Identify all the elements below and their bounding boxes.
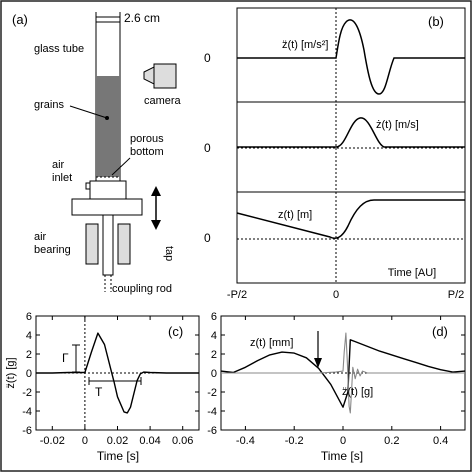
- panel-c-ytick-label: -4: [22, 406, 32, 418]
- panel-d-ytick-label: 6: [211, 311, 217, 323]
- panel-c-xlabel: Time [s]: [97, 449, 139, 463]
- panel-d-xtick-label: -0.2: [285, 435, 304, 447]
- panel-c-ytick-label: 0: [26, 368, 32, 380]
- label-air-bearing-2: bearing: [34, 244, 71, 256]
- label-coupling-rod: coupling rod: [112, 283, 172, 295]
- panel-c-xtick-label: 0.02: [107, 435, 128, 447]
- panel-b-accel-label: z̈(t) [m/s²]: [282, 39, 328, 51]
- panel-c: (c) z̈(t) [g] Time [s] -6 -4 -2 0 2 4 6 -0.02 0 0…: [5, 311, 200, 463]
- panel-a-tag: (a): [12, 12, 28, 27]
- panel-a: (a) 2.6 cm glass tube grains porous bott…: [12, 11, 182, 295]
- panel-d-ytick-label: 0: [211, 368, 217, 380]
- panel-c-ylabel: z̈(t) [g]: [5, 357, 17, 388]
- label-glass-tube: glass tube: [34, 43, 84, 55]
- panel-d-series-line-1: [221, 332, 465, 414]
- panel-c-tag: (c): [168, 324, 183, 339]
- panel-d-xtick-label: 0: [340, 435, 346, 447]
- panel-b-frame: [236, 7, 466, 284]
- panel-b-x-tick-zero: 0: [333, 289, 339, 301]
- panel-c-xtick-label: 0.06: [172, 435, 193, 447]
- panel-c-axes: -6 -4 -2 0 2 4 6 -0.02 0 0.02 0.04 0.06: [22, 311, 199, 447]
- bearing-left: [85, 223, 99, 265]
- label-bottom: bottom: [130, 146, 164, 158]
- label-porous: porous: [130, 133, 164, 145]
- shaker-plate: [71, 198, 143, 216]
- panel-c-series-line-0: [36, 332, 199, 414]
- panel-b-zero-label-3: 0: [204, 231, 211, 245]
- panel-c-ytick-label: 6: [26, 311, 32, 323]
- label-inlet: inlet: [52, 172, 72, 184]
- panel-d-ytick-label: -2: [207, 387, 217, 399]
- panel-b-zero-label-2: 0: [204, 141, 211, 155]
- panel-d-series-line-0: [220, 339, 466, 408]
- label-air: air: [52, 159, 65, 171]
- bearing-right: [117, 223, 131, 265]
- panel-d-arrow-icon: [314, 331, 322, 368]
- tap-arrow-icon: [151, 186, 161, 230]
- panel-b-accel-curve: [237, 19, 465, 95]
- panel-d-tag: (d): [432, 324, 448, 339]
- panel-c-series: [36, 332, 199, 414]
- label-grains: grains: [34, 99, 64, 111]
- panel-d-xtick-label: -0.4: [236, 435, 255, 447]
- grains-fill: [96, 76, 120, 177]
- panel-b-vel-curve: [237, 117, 465, 148]
- panel-d-ytick-label: -6: [207, 425, 217, 437]
- panel-d: (d) Time [s] -6 -4 -2 0 2 4 6 -0.4 -0.2 0 0.2 0.4 z…: [207, 311, 466, 463]
- panel-d-z-label: z(t) [mm]: [250, 337, 293, 349]
- panel-b-vel-label: ż(t) [m/s]: [376, 119, 419, 131]
- porous-pointer: [111, 157, 131, 176]
- panel-b-zero-label-1: 0: [204, 51, 211, 65]
- panel-d-axes: -6 -4 -2 0 2 4 6 -0.4 -0.2 0 0.2 0.4: [207, 311, 465, 447]
- panel-d-xlabel: Time [s]: [321, 449, 363, 463]
- camera-icon: [143, 63, 177, 89]
- panel-b-pos-curve: [236, 199, 465, 239]
- label-air-bearing-1: air: [34, 231, 47, 243]
- panel-c-xtick-label: -0.02: [40, 435, 65, 447]
- width-label: 2.6 cm: [124, 11, 160, 25]
- panel-b: (b) 0 0 0 z̈(t) [m/s²] ż(t) [m/s] z(t) […: [204, 7, 466, 301]
- panel-c-xtick-label: 0.04: [139, 435, 160, 447]
- panel-c-xtick-label: 0: [82, 435, 88, 447]
- panel-b-pos-label: z(t) [m]: [278, 209, 312, 221]
- panel-b-tag: (b): [428, 14, 444, 29]
- panel-d-xtick-label: 0.4: [433, 435, 448, 447]
- panel-c-ytick-label: -2: [22, 387, 32, 399]
- grains-pointer: [69, 105, 108, 119]
- panel-b-x-tick-right: P/2: [448, 289, 465, 301]
- coupling-rod: [102, 214, 114, 276]
- label-camera: camera: [144, 95, 182, 107]
- panel-c-ytick-label: -6: [22, 425, 32, 437]
- panel-d-ytick-label: 2: [211, 349, 217, 361]
- panel-d-ytick-label: -4: [207, 406, 217, 418]
- panel-d-series: [220, 332, 466, 414]
- grains-pointer-dot: [105, 116, 109, 120]
- panel-d-xtick-label: 0.2: [384, 435, 399, 447]
- label-tap: tap: [163, 246, 175, 261]
- panel-c-ytick-label: 2: [26, 349, 32, 361]
- panel-c-period-label: T: [95, 385, 103, 399]
- panel-b-x-tick-left: -P/2: [227, 289, 247, 301]
- panel-c-gamma-label: Γ: [62, 351, 69, 365]
- panel-c-ytick-label: 4: [26, 330, 32, 342]
- panel-d-acc-label: z̈(t) [g]: [342, 386, 373, 398]
- panel-b-x-title: Time [AU]: [388, 267, 437, 279]
- tube-base: [89, 180, 127, 200]
- panel-d-ytick-label: 4: [211, 330, 217, 342]
